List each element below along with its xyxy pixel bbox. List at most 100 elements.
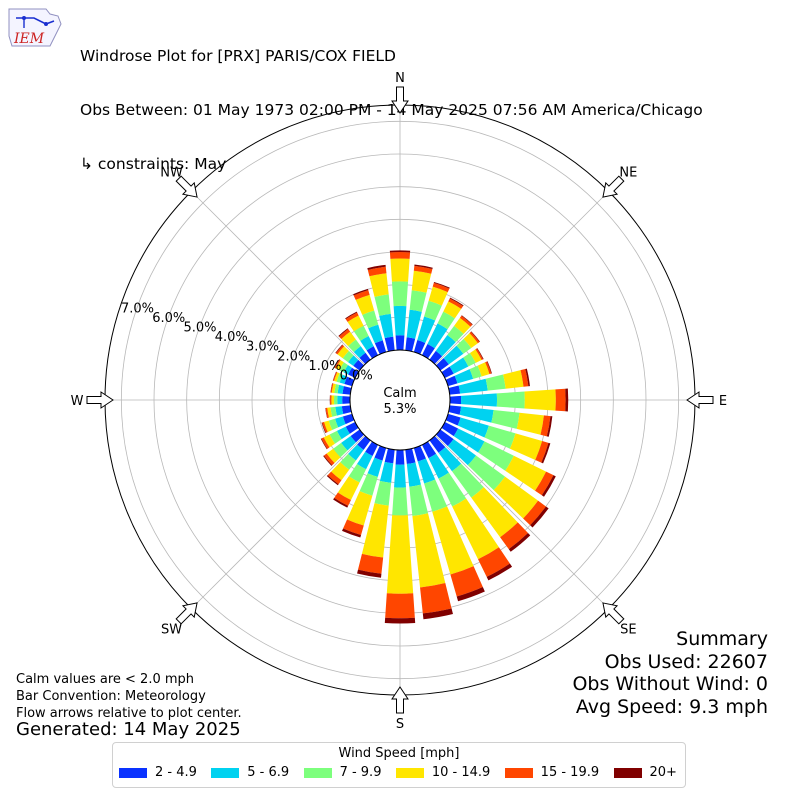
bar-segment (348, 339, 361, 352)
bar-segment (330, 395, 332, 405)
bar-segment (503, 370, 524, 389)
bar-segment (334, 372, 340, 382)
legend-label: 15 - 19.9 (540, 765, 600, 780)
bar-segment (469, 349, 482, 363)
legend-item: 2 - 4.9 (119, 765, 197, 780)
bar-segment (345, 311, 358, 320)
bar-segment (333, 371, 338, 381)
bar-segment (546, 416, 553, 437)
direction-label: N (395, 71, 405, 86)
bar-segment (342, 350, 354, 363)
bar-segment (379, 313, 394, 339)
bar-segment (411, 270, 432, 293)
bar-segment (330, 383, 333, 393)
bar-segment (445, 375, 458, 387)
legend-title: Wind Speed [mph] (338, 746, 460, 761)
bar-segment (343, 365, 352, 375)
calm-circle (349, 349, 451, 451)
bar-segment (394, 464, 406, 488)
bar-segment (353, 288, 369, 296)
bar-segment (448, 405, 462, 415)
bar-segment (478, 547, 510, 577)
radial-tick-label: 1.0% (308, 359, 341, 374)
bar-segment (458, 378, 488, 394)
legend-swatch (504, 767, 533, 778)
bar-segment (389, 250, 411, 253)
bar-segment (330, 383, 334, 393)
bar-segment (409, 484, 429, 516)
bar-segment (379, 461, 394, 483)
bar-segment (429, 350, 443, 364)
bar-segment (491, 409, 520, 429)
bar-segment (432, 282, 450, 293)
bar-segment (347, 491, 373, 526)
bar-segment (463, 352, 476, 367)
direction-label: E (719, 394, 727, 409)
bar-segment (469, 365, 482, 379)
bar-segment (331, 395, 335, 405)
bar-segment (324, 420, 333, 433)
bar-segment (413, 445, 426, 462)
bar-segment (334, 359, 340, 368)
bar-segment (427, 323, 448, 349)
bar-segment (493, 476, 539, 519)
bar-segment (432, 506, 474, 575)
calm-value: 5.3% (383, 402, 416, 417)
bar-segment (436, 358, 449, 371)
bar-segment (345, 312, 359, 322)
bar-segment (355, 294, 375, 315)
bar-segment (328, 418, 339, 431)
bar-segment (327, 471, 342, 485)
bar-segment (459, 406, 494, 423)
bar-segment (341, 436, 356, 451)
bar-segment (421, 343, 435, 359)
bar-segment (460, 393, 498, 407)
bar-segment (374, 340, 387, 355)
bar-segment (323, 455, 333, 466)
bar-segment (448, 385, 461, 395)
radial-tick-label: 3.0% (246, 340, 279, 355)
bar-segment (405, 448, 416, 465)
bar-segment (340, 453, 356, 470)
bar-segment (508, 533, 531, 552)
bar-segment (422, 608, 453, 620)
legend-item: 7 - 9.9 (303, 765, 381, 780)
bar-segment (357, 569, 382, 578)
radial-tick-label: 2.0% (277, 349, 310, 364)
bar-segment (332, 371, 337, 381)
iem-logo: IEM (8, 8, 62, 47)
bar-segment (326, 448, 341, 463)
constraints: ↳ constraints: May (80, 155, 227, 173)
bar-segment (335, 344, 345, 355)
bar-segment (452, 498, 499, 560)
legend-swatch (613, 767, 642, 778)
bar-segment (322, 421, 328, 433)
legend-swatch (211, 767, 240, 778)
legend-item: 15 - 19.9 (504, 765, 600, 780)
bar-segment (367, 264, 386, 270)
bar-segment (453, 428, 485, 453)
bar-segment (417, 316, 436, 343)
radial-tick-label: 4.0% (215, 330, 248, 345)
legend-item: 10 - 14.9 (395, 765, 490, 780)
bar-segment (334, 492, 351, 506)
grid-spoke (435, 435, 609, 609)
bar-segment (471, 487, 518, 538)
bar-segment (477, 362, 490, 377)
flow-arrow-icon (602, 602, 625, 625)
bar-segment (406, 309, 422, 339)
bar-segment (424, 300, 442, 321)
bar-segment (384, 336, 395, 352)
bar-segment (555, 388, 566, 412)
bar-segment (413, 265, 433, 274)
bar-segment (421, 441, 437, 459)
bar-segment (323, 453, 335, 466)
bar-segment (414, 264, 433, 270)
bar-segment (348, 464, 367, 483)
legend-items: 2 - 4.9 5 - 6.9 7 - 9.9 10 - 14.9 15 - 19.9 2… (113, 761, 685, 780)
bar-segment (433, 281, 450, 289)
bar-segment (339, 374, 348, 384)
bar-segment (478, 441, 514, 471)
bar-segment (331, 462, 350, 481)
flow-arrow-icon (602, 175, 625, 198)
